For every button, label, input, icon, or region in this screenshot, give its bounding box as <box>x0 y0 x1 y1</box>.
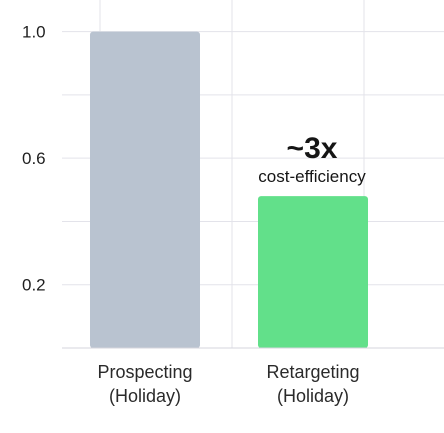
annotation-layer: ~3x cost-efficiency <box>258 132 366 186</box>
x-category-label-line: Retargeting <box>266 362 359 382</box>
bar-1 <box>258 196 368 348</box>
y-tick-label-0: 1.0 <box>22 23 46 42</box>
x-category-label-line: (Holiday) <box>109 386 181 406</box>
y-tick-label-2: 0.2 <box>22 276 46 295</box>
x-category-label-line: Prospecting <box>97 362 192 382</box>
annotation-caption: cost-efficiency <box>258 167 366 186</box>
bar-layer <box>90 31 368 349</box>
axis-layer: 1.0 0.6 0.2 <box>22 23 444 349</box>
x-category-label-line: (Holiday) <box>277 386 349 406</box>
x-category-label-1: Retargeting (Holiday) <box>266 362 359 406</box>
bar-0 <box>90 31 200 349</box>
label-layer: Prospecting (Holiday) Retargeting (Holiday) <box>97 362 359 406</box>
y-tick-label-1: 0.6 <box>22 149 46 168</box>
x-category-label-0: Prospecting (Holiday) <box>97 362 192 406</box>
annotation-multiplier: ~3x <box>287 132 338 165</box>
